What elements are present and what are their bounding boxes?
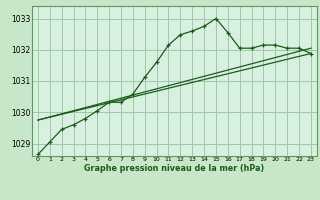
X-axis label: Graphe pression niveau de la mer (hPa): Graphe pression niveau de la mer (hPa) (84, 164, 265, 173)
